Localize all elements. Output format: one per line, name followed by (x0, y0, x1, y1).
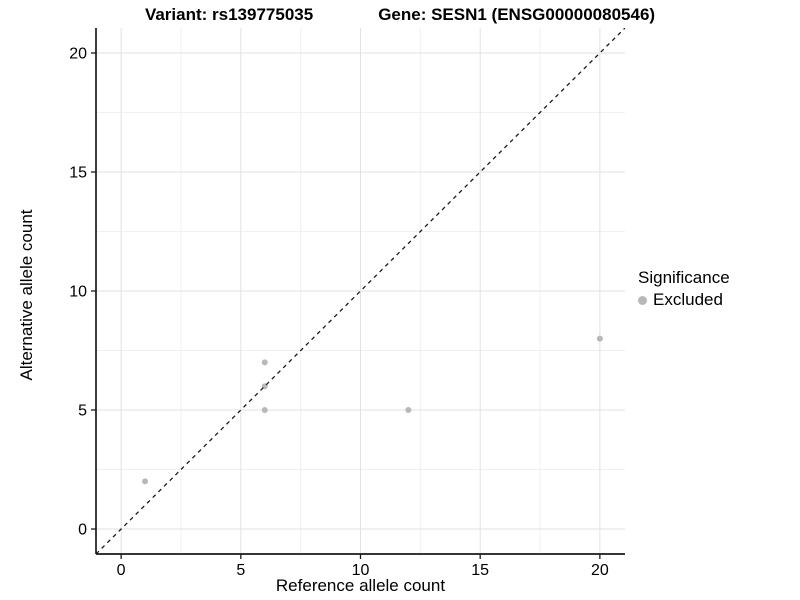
y-tick-label: 20 (69, 45, 87, 62)
excluded-point-icon (638, 295, 647, 305)
legend-item-label: Excluded (653, 290, 723, 309)
legend-title: Significance (638, 268, 730, 287)
y-tick-label: 15 (69, 164, 87, 181)
legend-item-excluded: Excluded (638, 290, 730, 310)
x-tick-label: 10 (352, 562, 370, 579)
x-tick-label: 15 (471, 562, 489, 579)
y-axis-title: Alternative allele count (17, 209, 36, 381)
data-point (142, 478, 149, 485)
x-tick-label: 0 (117, 562, 126, 579)
title-variant: Variant: rs139775035 (144, 5, 314, 24)
y-tick-label: 10 (69, 284, 87, 301)
title-gene: Gene: SESN1 (ENSG00000080546) (378, 5, 656, 24)
data-point (596, 335, 603, 342)
y-tick-label: 5 (78, 403, 87, 420)
data-point (405, 407, 412, 414)
y-tick-label: 0 (78, 522, 87, 539)
plot-title: Variant: rs139775035 Gene: SESN1 (ENSG00… (0, 5, 800, 25)
legend: Significance Excluded (638, 268, 730, 310)
x-tick-label: 20 (591, 562, 609, 579)
x-axis-title: Reference allele count (275, 576, 446, 595)
data-point (261, 359, 268, 366)
x-tick-label: 5 (236, 562, 245, 579)
data-point (261, 407, 268, 414)
